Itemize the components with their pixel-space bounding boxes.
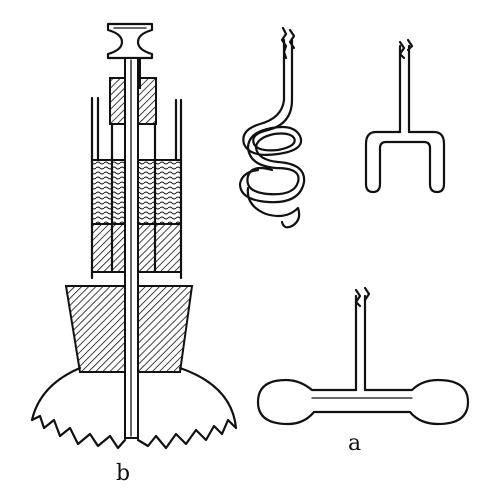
broken-bulb <box>30 366 238 450</box>
fork-wire <box>364 38 446 194</box>
label-b: b <box>116 461 130 486</box>
spiral-wire <box>238 26 306 229</box>
spool-cap <box>106 22 154 60</box>
label-a: a <box>348 431 361 456</box>
spoon-wire: a <box>256 286 470 456</box>
stopper-apparatus: b <box>30 22 238 486</box>
central-rod <box>124 57 139 439</box>
